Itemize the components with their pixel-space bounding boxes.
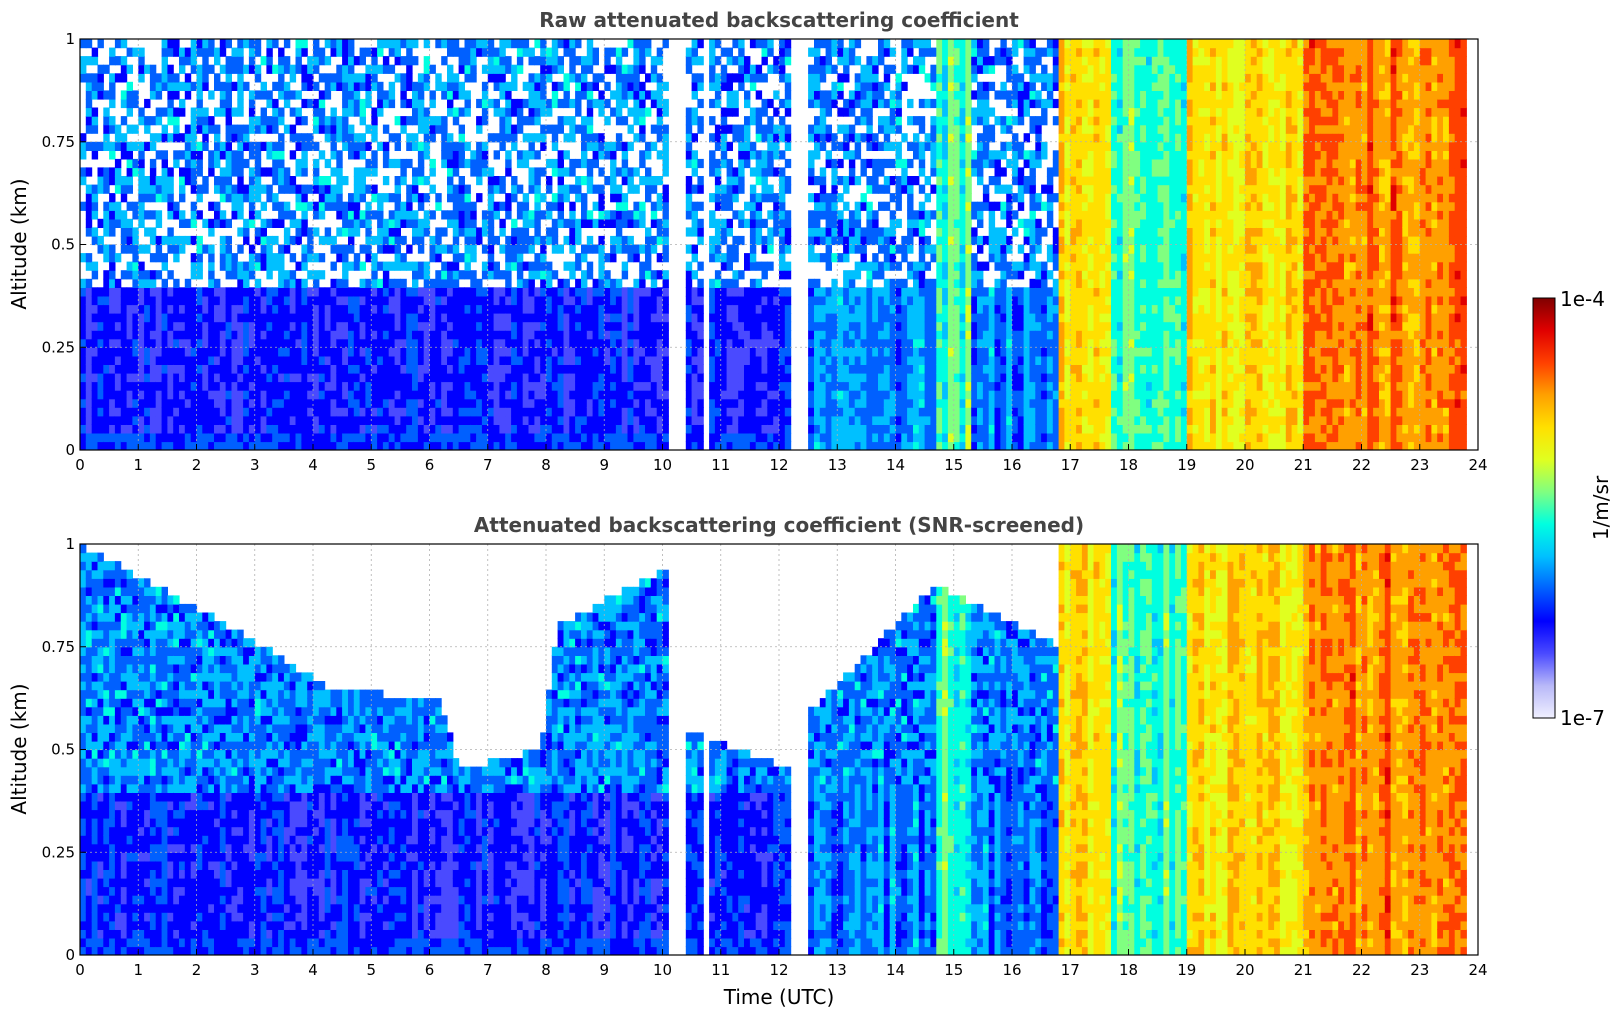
y-tick-label: 0.25 — [42, 338, 75, 356]
y-tick-label: 0.5 — [51, 236, 75, 254]
x-tick-label: 12 — [769, 456, 788, 474]
x-tick-label: 1 — [133, 456, 143, 474]
panel-raw-y-label: Altitude (km) — [7, 178, 31, 309]
panel-raw-x-ticks: 0 1 2 3 4 5 6 7 8 9 10 11 12 13 14 15 16 17 18 19 20 21 22 23 24 — [75, 444, 1488, 474]
x-tick-label: 11 — [711, 456, 730, 474]
panel-screened-x-ticks: 0 1 2 3 4 5 6 7 8 9 10 11 12 13 14 15 16 17 18 19 20 21 22 23 24 — [75, 949, 1488, 979]
x-tick-label: 20 — [1235, 456, 1254, 474]
x-tick-label: 18 — [1119, 456, 1138, 474]
x-tick-label: 17 — [1061, 961, 1080, 979]
x-tick-label: 13 — [828, 456, 847, 474]
panel-raw-grid — [80, 39, 1478, 450]
x-tick-label: 21 — [1294, 456, 1313, 474]
x-tick-label: 10 — [653, 456, 672, 474]
x-tick-label: 10 — [653, 961, 672, 979]
x-tick-label: 23 — [1410, 456, 1429, 474]
x-tick-label: 14 — [886, 456, 905, 474]
x-tick-label: 16 — [1002, 456, 1021, 474]
panel-screened: Attenuated backscattering coefficient (S… — [7, 513, 1488, 1009]
x-tick-label: 15 — [944, 456, 963, 474]
x-tick-label: 4 — [308, 456, 318, 474]
x-tick-label: 8 — [541, 961, 551, 979]
x-axis-label: Time (UTC) — [723, 985, 835, 1009]
x-tick-label: 8 — [541, 456, 551, 474]
y-tick-label: 0 — [65, 441, 75, 459]
y-tick-label: 0 — [65, 946, 75, 964]
x-tick-label: 7 — [483, 456, 493, 474]
panel-raw-title: Raw attenuated backscattering coefficien… — [539, 8, 1019, 32]
x-tick-label: 5 — [366, 456, 376, 474]
panel-screened-title: Attenuated backscattering coefficient (S… — [474, 513, 1084, 537]
x-tick-label: 20 — [1235, 961, 1254, 979]
panel-screened-y-label: Altitude (km) — [7, 683, 31, 814]
x-tick-label: 7 — [483, 961, 493, 979]
x-tick-label: 22 — [1352, 961, 1371, 979]
x-tick-label: 17 — [1061, 456, 1080, 474]
panel-raw-y-ticks: 0 0.25 0.5 0.75 1 — [42, 30, 86, 459]
x-tick-label: 3 — [250, 456, 260, 474]
x-tick-label: 1 — [133, 961, 143, 979]
panel-screened-grid — [80, 544, 1478, 955]
panel-screened-y-ticks: 0 0.25 0.5 0.75 1 — [42, 535, 86, 964]
x-tick-label: 2 — [192, 456, 202, 474]
x-tick-label: 22 — [1352, 456, 1371, 474]
colorbar-min-label: 1e-7 — [1560, 706, 1605, 730]
x-tick-label: 9 — [599, 456, 609, 474]
x-tick-label: 11 — [711, 961, 730, 979]
x-tick-label: 18 — [1119, 961, 1138, 979]
x-tick-label: 3 — [250, 961, 260, 979]
panel-raw-heatmap — [80, 39, 1467, 450]
x-tick-label: 23 — [1410, 961, 1429, 979]
y-tick-label: 0.5 — [51, 741, 75, 759]
x-tick-label: 2 — [192, 961, 202, 979]
y-tick-label: 0.75 — [42, 133, 75, 151]
x-tick-label: 16 — [1002, 961, 1021, 979]
x-tick-label: 21 — [1294, 961, 1313, 979]
y-tick-label: 1 — [65, 30, 75, 48]
x-tick-label: 0 — [75, 961, 85, 979]
colorbar: 1e-4 1e-7 1/m/sr — [1532, 287, 1613, 730]
colorbar-unit-label: 1/m/sr — [1589, 475, 1613, 540]
x-tick-label: 24 — [1468, 961, 1487, 979]
panel-raw: Raw attenuated backscattering coefficien… — [7, 8, 1488, 474]
x-tick-label: 19 — [1177, 961, 1196, 979]
x-tick-label: 24 — [1468, 456, 1487, 474]
x-tick-label: 4 — [308, 961, 318, 979]
x-tick-label: 14 — [886, 961, 905, 979]
x-tick-label: 5 — [366, 961, 376, 979]
y-tick-label: 1 — [65, 535, 75, 553]
x-tick-label: 13 — [828, 961, 847, 979]
x-tick-label: 12 — [769, 961, 788, 979]
x-tick-label: 6 — [425, 456, 435, 474]
x-tick-label: 6 — [425, 961, 435, 979]
y-tick-label: 0.75 — [42, 638, 75, 656]
panel-screened-heatmap — [80, 544, 1467, 955]
x-tick-label: 0 — [75, 456, 85, 474]
x-tick-label: 15 — [944, 961, 963, 979]
x-tick-label: 9 — [599, 961, 609, 979]
colorbar-scale — [1532, 297, 1556, 719]
x-tick-label: 19 — [1177, 456, 1196, 474]
colorbar-max-label: 1e-4 — [1560, 287, 1605, 311]
y-tick-label: 0.25 — [42, 843, 75, 861]
